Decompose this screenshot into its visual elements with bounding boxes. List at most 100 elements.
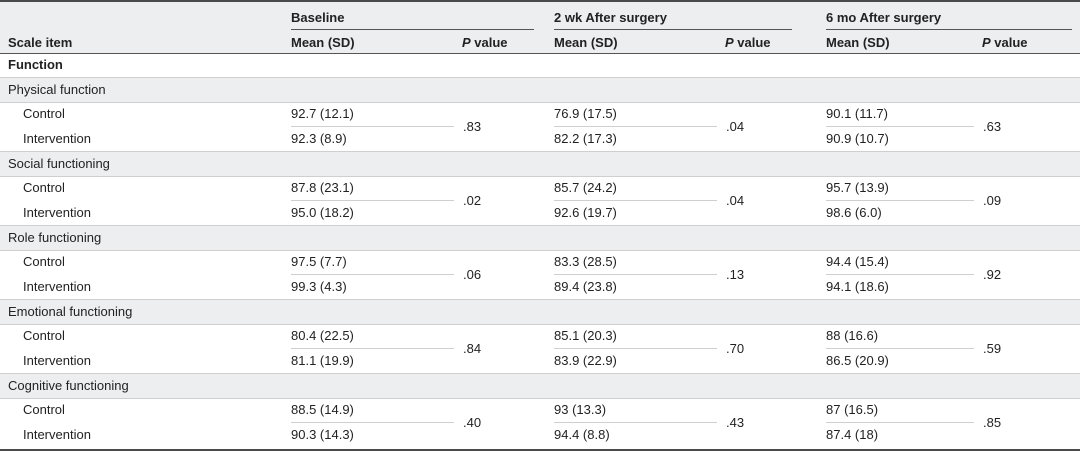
- control-mean-sd: 87 (16.5): [826, 402, 879, 417]
- control-label: Control: [23, 106, 65, 121]
- intervention-mean-sd: 83.9 (22.9): [554, 353, 617, 368]
- group-title: 2 wk After surgery: [554, 10, 667, 25]
- row-bottom-rule: [0, 373, 1080, 374]
- control-mean-sd: 76.9 (17.5): [554, 106, 617, 121]
- p-value: .83: [463, 119, 482, 134]
- p-value: .84: [463, 341, 482, 356]
- mean-sd-header: Mean (SD): [826, 35, 890, 50]
- row-bottom-rule: [0, 151, 1080, 152]
- control-label: Control: [23, 402, 65, 417]
- intervention-mean-sd: 92.6 (19.7): [554, 205, 617, 220]
- p-value: .43: [726, 415, 745, 430]
- control-mean-sd: 97.5 (7.7): [291, 254, 347, 269]
- category-name: Role functioning: [8, 230, 102, 245]
- p-rest: value: [733, 35, 771, 50]
- intervention-mean-sd: 87.4 (18): [826, 427, 879, 442]
- p-value: .02: [463, 193, 482, 208]
- category-band: [0, 374, 1080, 398]
- control-mean-sd: 93 (13.3): [554, 402, 607, 417]
- category-rule: [0, 102, 1080, 103]
- intervention-mean-sd: 89.4 (23.8): [554, 279, 617, 294]
- p-value: .85: [983, 415, 1002, 430]
- p-value: .04: [726, 119, 745, 134]
- p-value: .63: [983, 119, 1002, 134]
- p-rest: value: [990, 35, 1028, 50]
- control-label: Control: [23, 180, 65, 195]
- group-title: 6 mo After surgery: [826, 10, 942, 25]
- intervention-mean-sd: 94.4 (8.8): [554, 427, 610, 442]
- p-italic: P: [982, 35, 991, 50]
- intervention-mean-sd: 99.3 (4.3): [291, 279, 347, 294]
- control-mean-sd: 85.1 (20.3): [554, 328, 617, 343]
- control-mean-sd: 94.4 (15.4): [826, 254, 889, 269]
- category-band: [0, 300, 1080, 324]
- intervention-label: Intervention: [23, 427, 91, 442]
- category-rule: [0, 324, 1080, 325]
- header-band: [0, 2, 1080, 54]
- table-top-border: [0, 0, 1080, 2]
- control-mean-sd: 85.7 (24.2): [554, 180, 617, 195]
- control-mean-sd: 88.5 (14.9): [291, 402, 354, 417]
- category-band: [0, 78, 1080, 102]
- group-title: Baseline: [291, 10, 345, 25]
- p-value-header: P value: [725, 35, 771, 51]
- pair-divider: [826, 422, 974, 423]
- pair-divider: [554, 422, 717, 423]
- p-value: .13: [726, 267, 745, 282]
- header-bottom-rule: [0, 53, 1080, 54]
- category-band: [0, 226, 1080, 250]
- p-value: .92: [983, 267, 1002, 282]
- p-italic: P: [462, 35, 471, 50]
- pair-divider: [554, 200, 717, 201]
- p-value-header: P value: [462, 35, 508, 51]
- category-name: Social functioning: [8, 156, 110, 171]
- pair-divider: [554, 348, 717, 349]
- intervention-label: Intervention: [23, 205, 91, 220]
- intervention-label: Intervention: [23, 131, 91, 146]
- intervention-mean-sd: 95.0 (18.2): [291, 205, 354, 220]
- control-label: Control: [23, 328, 65, 343]
- intervention-mean-sd: 98.6 (6.0): [826, 205, 882, 220]
- p-value: .59: [983, 341, 1002, 356]
- scale-item-header: Scale item: [8, 35, 73, 50]
- p-value: .06: [463, 267, 482, 282]
- p-value-header: P value: [982, 35, 1028, 51]
- group-underline: [826, 29, 1072, 30]
- intervention-mean-sd: 90.9 (10.7): [826, 131, 889, 146]
- section-rule: [0, 77, 1080, 78]
- intervention-mean-sd: 81.1 (19.9): [291, 353, 354, 368]
- p-value: .40: [463, 415, 482, 430]
- pair-divider: [291, 200, 454, 201]
- pair-divider: [826, 274, 974, 275]
- control-mean-sd: 87.8 (23.1): [291, 180, 354, 195]
- p-value: .09: [983, 193, 1002, 208]
- group-underline: [291, 29, 534, 30]
- category-rule: [0, 176, 1080, 177]
- p-italic: P: [725, 35, 734, 50]
- intervention-label: Intervention: [23, 279, 91, 294]
- mean-sd-header: Mean (SD): [554, 35, 618, 50]
- control-mean-sd: 92.7 (12.1): [291, 106, 354, 121]
- row-bottom-rule: [0, 299, 1080, 300]
- intervention-label: Intervention: [23, 353, 91, 368]
- control-mean-sd: 83.3 (28.5): [554, 254, 617, 269]
- category-name: Physical function: [8, 82, 106, 97]
- category-band: [0, 152, 1080, 176]
- category-rule: [0, 250, 1080, 251]
- pair-divider: [291, 274, 454, 275]
- category-rule: [0, 398, 1080, 399]
- pair-divider: [291, 422, 454, 423]
- pair-divider: [826, 348, 974, 349]
- control-label: Control: [23, 254, 65, 269]
- table-bottom-border: [0, 449, 1080, 451]
- pair-divider: [554, 126, 717, 127]
- control-mean-sd: 88 (16.6): [826, 328, 879, 343]
- pair-divider: [291, 126, 454, 127]
- intervention-mean-sd: 92.3 (8.9): [291, 131, 347, 146]
- category-name: Emotional functioning: [8, 304, 133, 319]
- intervention-mean-sd: 82.2 (17.3): [554, 131, 617, 146]
- p-value: .04: [726, 193, 745, 208]
- p-rest: value: [470, 35, 508, 50]
- pair-divider: [826, 126, 974, 127]
- section-label: Function: [8, 57, 63, 72]
